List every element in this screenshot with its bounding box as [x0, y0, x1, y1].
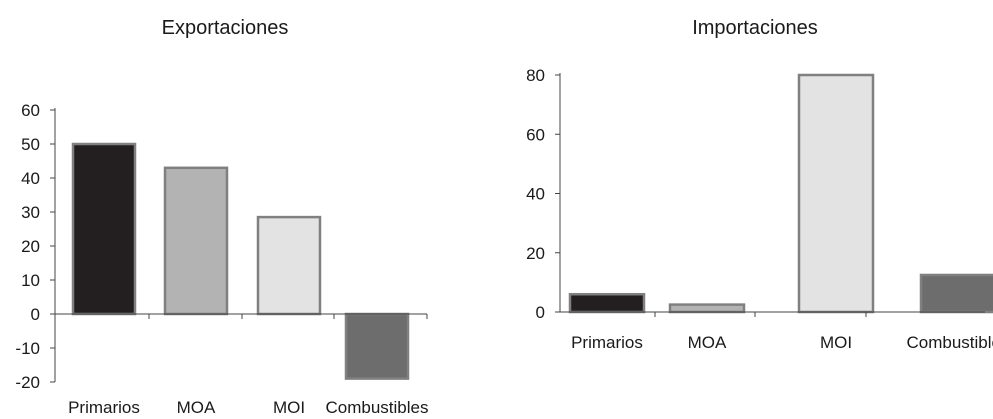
x-tick-label: MOI — [820, 333, 852, 352]
x-tick-label: Primarios — [571, 333, 643, 352]
bar-moa — [163, 166, 229, 316]
y-tick-label: 30 — [21, 203, 40, 222]
y-tick-label: 80 — [526, 66, 545, 85]
y-tick-label: 40 — [21, 169, 40, 188]
x-tick-label: Combustibles — [907, 333, 993, 352]
y-tick-label: 40 — [526, 185, 545, 204]
y-tick-label: 0 — [536, 303, 545, 322]
x-axis-labels: Primarios MOA MOI Combustibles — [68, 398, 428, 417]
y-tick-label: 0 — [31, 305, 40, 324]
bars — [71, 142, 410, 380]
y-axis: 60 50 40 30 20 10 0 -10 -20 — [15, 101, 55, 392]
x-tick-label: Primarios — [68, 398, 140, 417]
y-tick-label: -10 — [15, 339, 40, 358]
y-tick-label: 20 — [21, 237, 40, 256]
y-tick-label: 20 — [526, 244, 545, 263]
chart-title: Exportaciones — [162, 17, 289, 39]
x-tick-label: MOI — [273, 398, 305, 417]
bar-moi — [797, 73, 875, 314]
y-tick-label: 50 — [21, 135, 40, 154]
x-axis-labels: Primarios MOA MOI Combustibles — [571, 333, 993, 352]
y-tick-label: 60 — [526, 125, 545, 144]
chart-title: Importaciones — [692, 17, 818, 39]
bar-combustibles — [919, 273, 993, 314]
y-tick-label: 60 — [21, 101, 40, 120]
y-axis: 80 60 40 20 0 — [526, 66, 560, 322]
bar-combustibles — [344, 312, 410, 380]
bars — [568, 73, 993, 314]
exportaciones-chart: Exportaciones 60 50 40 30 20 10 0 -10 -20 Primar… — [15, 17, 428, 417]
bar-moa — [668, 303, 746, 314]
y-tick-label: -20 — [15, 373, 40, 392]
x-tick-label: MOA — [688, 333, 727, 352]
bar-primarios — [568, 292, 646, 314]
x-tick-label: MOA — [177, 398, 216, 417]
x-tick-label: Combustibles — [326, 398, 429, 417]
bar-moi — [256, 215, 322, 316]
importaciones-chart: Importaciones 80 60 40 20 0 Primarios MOA MOI C… — [526, 17, 993, 352]
y-tick-label: 10 — [21, 271, 40, 290]
axes — [54, 108, 428, 382]
bar-primarios — [71, 142, 137, 316]
axes — [559, 73, 985, 317]
